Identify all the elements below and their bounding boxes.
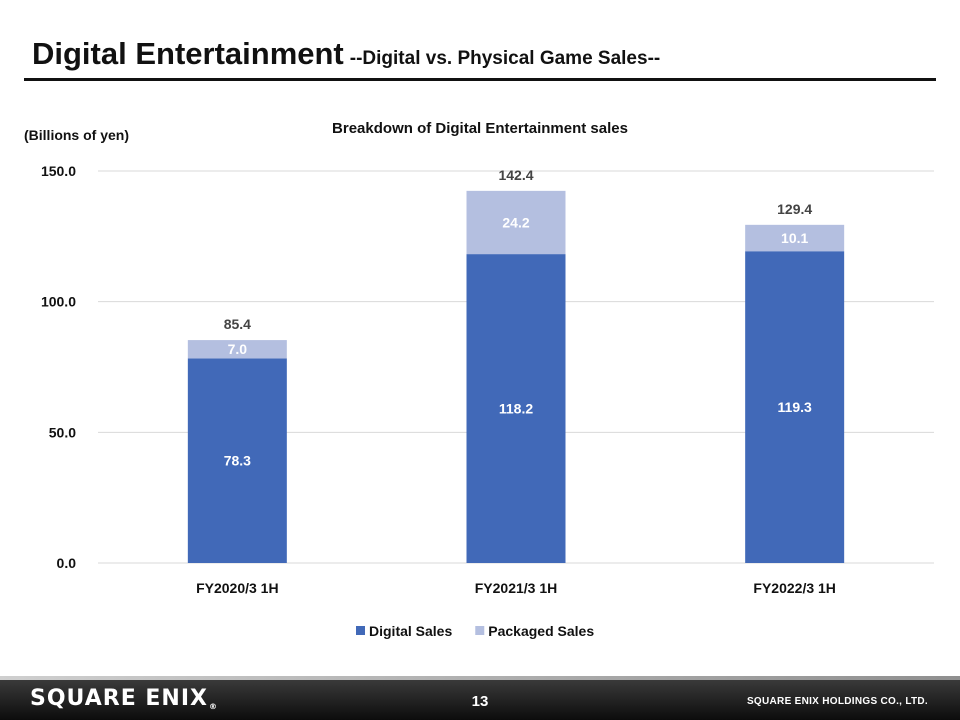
bar-digital-sales [745,251,845,563]
stacked-bar-chart: Breakdown of Digital Entertainment sales… [24,120,934,639]
logo-text: SQUARE ENIX [30,686,208,711]
legend-swatch-packaged [475,626,485,635]
footer-bar [0,680,960,720]
square-enix-logo: SQUARE ENIX® [30,686,218,711]
total-label: 129.4 [777,201,812,217]
bar-packaged-sales [466,190,566,255]
y-tick-label: 0.0 [57,555,77,571]
data-label-packaged: 7.0 [228,341,248,357]
data-label-digital: 119.3 [778,399,812,415]
total-label: 142.4 [498,167,533,183]
bar-digital-sales [466,254,566,563]
data-label-digital: 78.3 [224,453,251,469]
y-tick-label: 100.0 [41,294,76,310]
registered-mark: ® [208,702,218,711]
total-label: 85.4 [224,316,251,332]
legend-label-packaged: Packaged Sales [488,623,594,639]
y-tick-label: 50.0 [49,424,76,440]
company-name: SQUARE ENIX HOLDINGS CO., LTD. [746,696,928,707]
x-tick-label: FY2022/3 1H [753,580,836,596]
title-divider [24,78,936,81]
bar-digital-sales [187,358,287,563]
legend-swatch-digital [356,626,365,635]
chart-title: Breakdown of Digital Entertainment sales [332,120,628,137]
y-tick-label: 150.0 [41,163,76,179]
footer-band [0,676,960,680]
x-tick-label: FY2021/3 1H [475,580,558,596]
page-number: 13 [471,693,489,710]
data-label-packaged: 10.1 [781,230,808,246]
slide-title-main: Digital Entertainment [32,36,344,71]
data-label-digital: 118.2 [499,401,533,417]
bar-packaged-sales [187,340,287,359]
y-unit-label: (Billions of yen) [24,127,129,143]
legend-label-digital: Digital Sales [369,623,452,639]
x-tick-label: FY2020/3 1H [196,580,279,596]
slide-title: Digital Entertainment --Digital vs. Physi… [32,36,660,72]
data-label-packaged: 24.2 [502,214,529,230]
bar-packaged-sales [745,224,845,252]
slide-subtitle: --Digital vs. Physical Game Sales-- [349,48,661,69]
